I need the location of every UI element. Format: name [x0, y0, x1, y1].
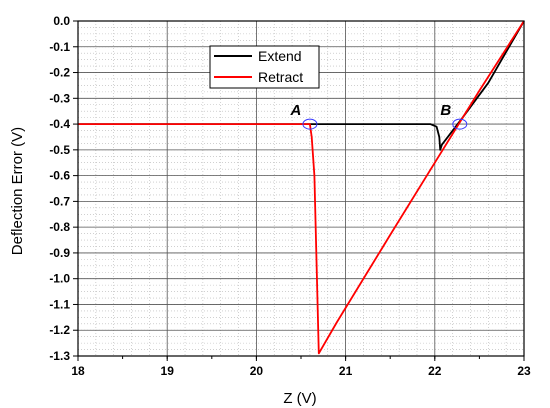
- series-line-retract: [78, 20, 525, 355]
- x-tick-label: 18: [71, 364, 85, 378]
- annotation-label-a: A: [289, 102, 301, 119]
- minor-grid: [77, 20, 525, 357]
- axis-ticks: [73, 20, 525, 361]
- legend: Extend Retract: [209, 45, 320, 89]
- legend-label-retract: Retract: [258, 69, 303, 85]
- y-tick-label: -1.2: [49, 323, 70, 337]
- y-tick-label: -1.3: [49, 349, 70, 363]
- annotation-circle-a: [302, 118, 318, 130]
- x-tick-label: 22: [428, 364, 442, 378]
- x-tick-label: 19: [161, 364, 175, 378]
- y-tick-label: -0.3: [49, 91, 70, 105]
- y-tick-label: -0.8: [49, 220, 70, 234]
- x-tick-label: 23: [517, 364, 531, 378]
- series-line-extend: [78, 20, 525, 151]
- legend-box: [209, 45, 320, 89]
- y-tick-label: -0.1: [49, 40, 70, 54]
- x-tick-labels: 18 19 20 21 22 23: [71, 364, 531, 378]
- y-tick-label: -1.1: [49, 297, 70, 311]
- x-tick-label: 21: [339, 364, 353, 378]
- series-layer: [78, 20, 525, 355]
- y-axis-title: Deflection Error (V): [9, 127, 26, 255]
- y-tick-label: -0.6: [49, 169, 70, 183]
- y-tick-label: -0.4: [49, 117, 70, 131]
- legend-label-extend: Extend: [258, 48, 302, 64]
- annotation-circle-b: [452, 118, 468, 130]
- y-tick-label: -0.7: [49, 194, 70, 208]
- annotation-label-b: B: [440, 102, 451, 119]
- y-tick-label: -0.9: [49, 246, 70, 260]
- y-tick-label: -0.2: [49, 66, 70, 80]
- x-tick-label: 20: [250, 364, 264, 378]
- x-axis-title: Z (V): [283, 390, 316, 407]
- y-tick-labels: 0.0 -0.1 -0.2 -0.3 -0.4 -0.5 -0.6 -0.7 -0.8 -0.9 -…: [49, 14, 70, 363]
- y-tick-label: 0.0: [53, 14, 70, 28]
- y-tick-label: -0.5: [49, 143, 70, 157]
- y-tick-label: -1.0: [49, 272, 70, 286]
